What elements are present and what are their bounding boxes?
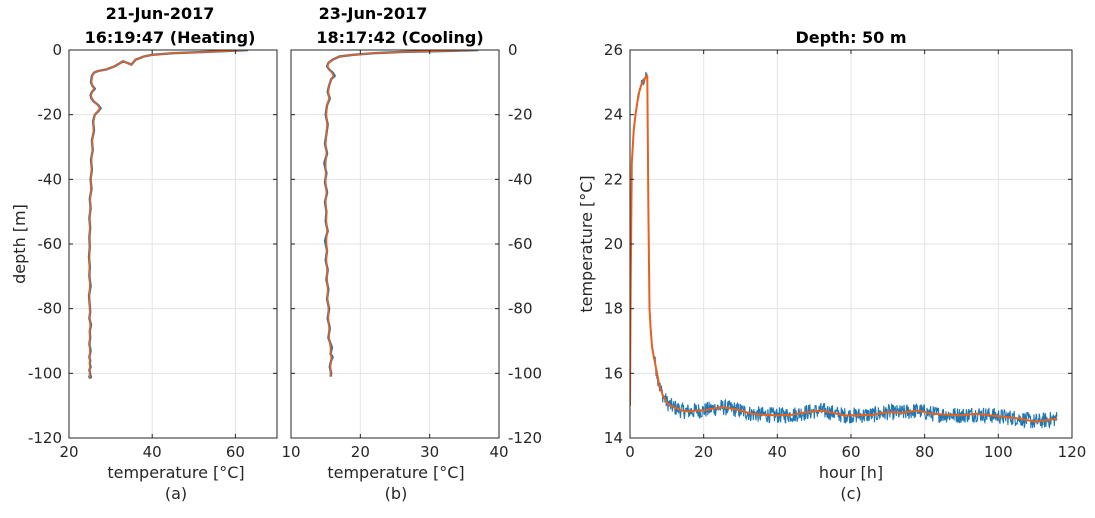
panel-b-ticks: 10 20 30 40-120 -100 -80 -60 -40 -20 0 [281,41,542,461]
panel-c-ytick-label: 16 [604,364,623,382]
panel-c-xtick-label: 100 [984,443,1013,461]
panel-b-ytick-label: -60 [508,235,533,253]
panel-c-series [630,71,1058,430]
panel-a-ytick-label: -120 [28,429,62,447]
panel-b-xtick-label: 10 [281,443,300,461]
panel-a-xtick-label: 20 [59,443,78,461]
panel-b-title-line1: 23-Jun-2017 [319,4,428,23]
panel-b-ytick-label: -120 [508,429,542,447]
panel-c-xtick-label: 60 [841,443,860,461]
panel-a-ytick-label: -60 [38,235,63,253]
panel-b-ytick-label: 0 [508,41,518,59]
panel-b-caption: (b) [385,484,408,503]
panel-b-xtick-label: 40 [489,443,508,461]
panel-b-xtick-label: 30 [420,443,439,461]
panel-a-ytick-label: -20 [38,106,63,124]
panel-a-title-line2: 16:19:47 (Heating) [85,28,256,47]
panel-b-cooling-profile: 23-Jun-2017 18:17:42 (Cooling) 10 20 30 40-… [281,4,542,503]
panel-c-xtick-label: 80 [915,443,934,461]
panel-a-title-line1: 21-Jun-2017 [106,4,215,23]
panel-a-ytick-label: -40 [38,170,63,188]
panel-a-xtick-label: 60 [226,443,245,461]
panel-c-xlabel: hour [h] [819,463,883,482]
panel-c-ytick-label: 14 [604,429,623,447]
panel-a-ytick-label: -80 [38,300,63,318]
panel-b-series [323,50,479,377]
panel-a-ticks: 20 40 60 -120 -100 -80 -60 -40 -20 0 [28,41,277,461]
panel-a-line-smooth [88,50,248,379]
panel-b-ytick-label: -100 [508,364,542,382]
panel-c-caption: (c) [840,484,861,503]
panel-a-ytick-label: -100 [28,364,62,382]
panel-a-caption: (a) [165,484,187,503]
panel-b-xtick-label: 20 [351,443,370,461]
panel-b-title-line2: 18:17:42 (Cooling) [316,28,483,47]
panel-b-xlabel: temperature [°C] [327,463,464,482]
panel-c-xtick-label: 40 [768,443,787,461]
panel-b-line-smooth [324,50,479,377]
panel-c-title: Depth: 50 m [795,28,906,47]
panel-c-xtick-label: 0 [625,443,635,461]
panel-b-line-raw [323,50,479,377]
panel-a-xtick-label: 40 [143,443,162,461]
panel-c-ytick-label: 20 [604,235,623,253]
panel-a-line-raw [87,50,248,380]
panel-a-ytick-label: 0 [52,41,62,59]
panel-b-grid [290,49,500,439]
panel-c-ytick-label: 22 [604,170,623,188]
panel-c-xtick-label: 120 [1058,443,1087,461]
panel-c-ytick-label: 24 [604,106,623,124]
panel-a-series [87,50,248,380]
panel-c-xtick-label: 20 [694,443,713,461]
panel-a-xlabel: temperature [°C] [107,463,244,482]
panel-b-ytick-label: -40 [508,170,533,188]
panel-a-heating-profile: 21-Jun-2017 16:19:47 (Heating) 20 40 60 -12… [10,4,278,503]
panel-a-ylabel: depth [m] [10,204,29,284]
panel-c-ylabel: temperature [°C] [577,175,596,312]
panel-c-ytick-label: 26 [604,41,623,59]
panel-c-timeseries: Depth: 50 m 0 20 40 60 80 100 120 14 16 18 20 22 24 2… [577,28,1086,503]
panel-c-line-smooth [630,74,1058,423]
panel-c-grid [629,49,1073,439]
panel-b-ytick-label: -80 [508,300,533,318]
panel-c-line-raw [630,71,1058,430]
panel-c-ticks: 0 20 40 60 80 100 120 14 16 18 20 22 24 26 [604,41,1086,461]
panel-c-ytick-label: 18 [604,300,623,318]
panel-b-ytick-label: -20 [508,106,533,124]
